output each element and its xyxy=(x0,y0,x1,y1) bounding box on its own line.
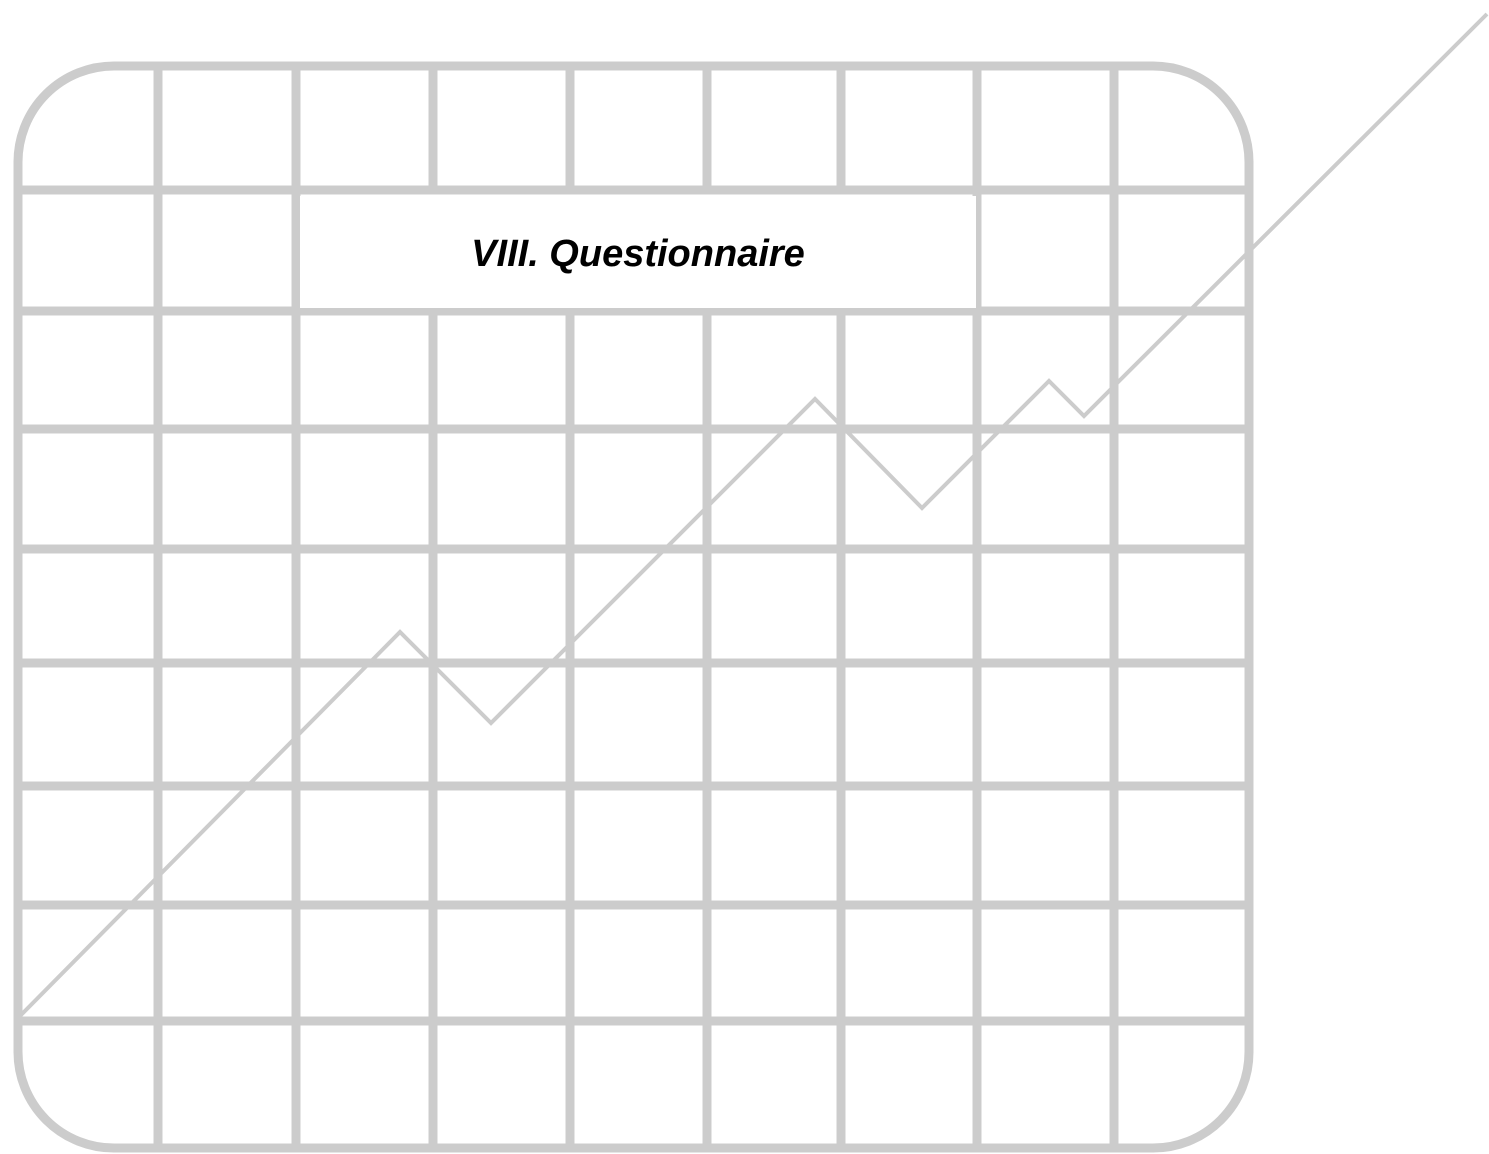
title-box: VIII. Questionnaire xyxy=(300,196,976,308)
section-title: VIII. Questionnaire xyxy=(471,232,805,275)
frame-border xyxy=(13,61,1254,1153)
rounded-grid-frame xyxy=(13,61,1254,1153)
trend-line xyxy=(16,12,1489,1020)
trend-polyline xyxy=(16,12,1489,1020)
grid-lines xyxy=(18,66,1249,1148)
